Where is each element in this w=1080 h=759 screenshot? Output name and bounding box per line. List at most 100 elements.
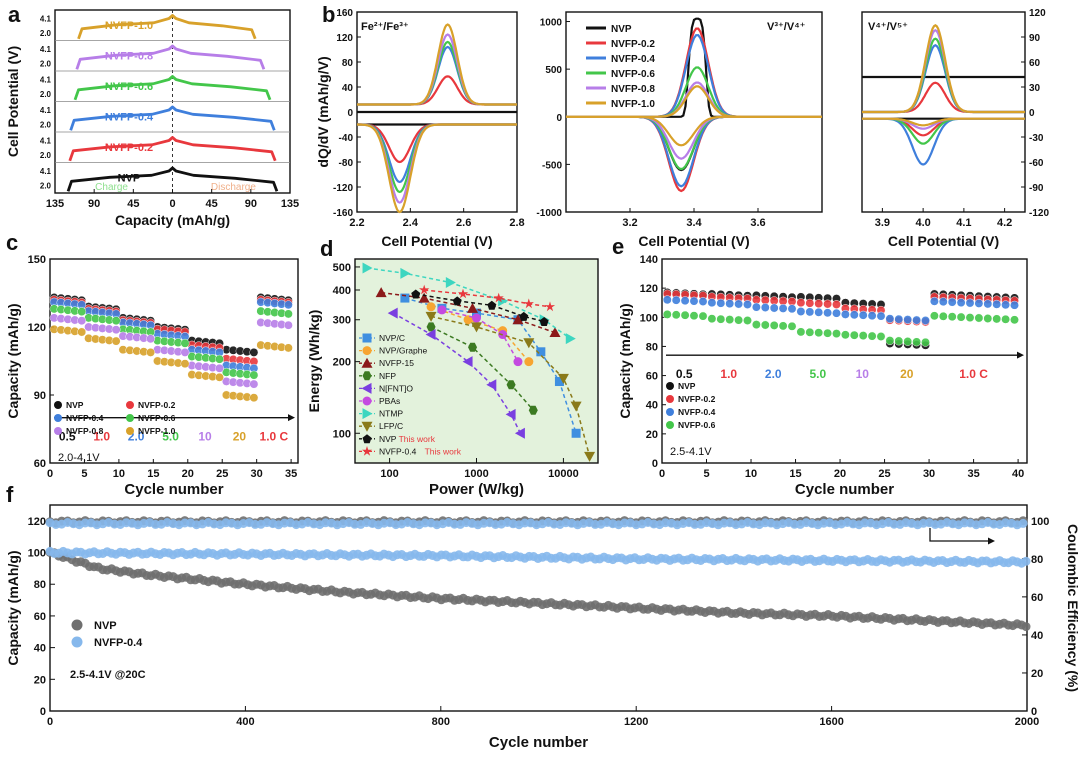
panel-b-xlabel: Cell Potential (V) (888, 233, 999, 249)
panel-d-marker (468, 342, 478, 352)
panel-f-y2tick-label: 0 (1031, 706, 1037, 718)
panel-a-curve-NVFP-0.2 (68, 136, 277, 162)
panel-b-ytick-label: 160 (336, 8, 353, 19)
panel-f-xtick-label: 1200 (624, 716, 648, 728)
panel-b-xtick-label: 3.6 (750, 217, 765, 229)
panel-b-legend-label: NVFP-0.6 (611, 69, 655, 80)
panel-b-ylabel: dQ/dV (mAh/g/V) (315, 56, 331, 167)
panel-a-series-label: NVFP-0.4 (105, 111, 154, 123)
panel-e-point-NVFP-0.6 (947, 312, 957, 322)
panel-a-ytick-label: 2.0 (40, 59, 52, 68)
panel-d-this-work-label: This work (425, 446, 462, 456)
panel-e-point-NVFP-0.6 (760, 320, 770, 330)
panel-d-marker (565, 333, 576, 345)
panel-d-ytick-label: 300 (333, 315, 351, 327)
panel-d-marker (411, 289, 421, 299)
panel-d-marker (513, 357, 523, 367)
panel-d-marker (457, 288, 469, 299)
panel-e-point-NVFP-0.6 (867, 331, 877, 341)
panel-d-xtick-label: 10000 (548, 468, 579, 480)
panel-f-arrow-head (988, 537, 995, 545)
panel-f-capacity-point-NVFP-0.4 (1021, 556, 1031, 566)
panel-b-ytick-label: 40 (342, 83, 354, 94)
panel-a-series-label: NVFP-0.8 (105, 50, 153, 62)
panel-e-point-NVFP-0.4 (734, 299, 744, 309)
panel-label-b: b (322, 2, 335, 27)
panel-e-point-NVFP-0.4 (956, 298, 966, 308)
panel-e-xlabel: Cycle number (795, 481, 894, 498)
panel-a-ytick-label: 4.1 (40, 167, 52, 176)
panel-a-series-label: NVP (118, 172, 141, 184)
panel-f-y2label: Coulombic Efficiency (%) (1065, 524, 1080, 692)
panel-c-legend-label: NVFP-0.4 (66, 413, 104, 423)
panel-d-marker (426, 302, 436, 312)
panel-a-ytick-label: 4.1 (40, 45, 52, 54)
panel-label-a: a (8, 2, 21, 27)
panel-e-legend-label: NVFP-0.4 (678, 407, 716, 417)
panel-d-series-line-NVFP-0.4 (424, 289, 551, 308)
panel-d-marker (437, 305, 447, 315)
panel-e-point-NVFP-0.6 (671, 310, 681, 320)
panel-e-rate-label: 1.0 (720, 367, 737, 381)
panel-b-curve-red-NVFP-1.0 (566, 115, 822, 147)
panel-d-marker (418, 292, 430, 303)
panel-c-point-NVP (249, 347, 259, 357)
panel-d: 100 1000 10000 100 200 300 400 500 Power (W/kg) E… (306, 258, 599, 498)
panel-b-subplot-label: Fe²⁺/Fe³⁺ (361, 21, 409, 33)
panel-e-point-NVFP-0.6 (992, 314, 1002, 324)
panel-c-point-NVFP-1.0 (180, 359, 190, 369)
panel-f-ce-point-NVFP-0.4 (1018, 518, 1028, 528)
panel-c-point-NVFP-1.0 (283, 343, 293, 353)
panel-d-marker (554, 377, 564, 387)
panel-e-point-NVFP-0.6 (751, 320, 761, 330)
panel-e-rate-label: 1.0 C (959, 367, 988, 381)
panel-e-xtick-label: 30 (923, 468, 935, 480)
panel-d-marker (549, 327, 561, 338)
panel-e-arrow-head (1017, 351, 1024, 359)
panel-f-capacity-point-NVP (1021, 622, 1031, 632)
panel-e-point-NVFP-0.6 (832, 329, 841, 339)
panel-e-legend-marker (666, 408, 674, 416)
panel-b-legend-label: NVFP-0.4 (611, 54, 655, 65)
panel-c-point-NVFP-0.6 (215, 354, 224, 364)
panel-e-point-NVFP-0.6 (698, 311, 708, 321)
panel-e-point-NVFP-0.4 (680, 296, 690, 306)
panel-d-series-line-NTMP (366, 267, 571, 340)
panel-c-legend-label: NVFP-0.2 (138, 400, 176, 410)
panel-d-legend-label: NTMP (379, 409, 403, 419)
panel-e-point-NVFP-0.2 (823, 299, 833, 309)
panel-d-legend-marker (361, 446, 373, 456)
panel-b-ytick-label: 500 (545, 65, 562, 76)
panel-d-series-line-NVP/Graphe (430, 306, 530, 363)
panel-e-point-NVFP-0.4 (974, 298, 984, 308)
panel-d-marker (467, 302, 479, 313)
panel-d-legend-label: NVP (379, 434, 397, 444)
panel-e-point-NVFP-0.2 (832, 300, 841, 309)
panel-c-ylabel: Capacity (mAh/g) (5, 303, 21, 418)
panel-e-point-NVFP-0.6 (885, 336, 895, 346)
panel-f-xtick-label: 400 (236, 716, 254, 728)
panel-b-ytick-label: 120 (1029, 8, 1046, 19)
panel-d-xtick-label: 1000 (464, 468, 488, 480)
panel-d-marker (487, 300, 497, 310)
panel-b-xtick-label: 4.1 (956, 217, 971, 229)
panel-a-xtick-label: 45 (206, 198, 218, 210)
panel-e-point-NVFP-0.4 (796, 307, 806, 316)
panel-c-legend-marker (126, 414, 134, 422)
panel-c-arrow-head (288, 414, 295, 422)
panel-b-subplot-label: V³⁺/V⁴⁺ (767, 21, 806, 33)
panel-b-curve-red-NVFP-0.4 (862, 117, 1025, 166)
panel-b-curve-ox-NVFP-1.0 (357, 23, 517, 106)
panel-label-f: f (6, 482, 14, 507)
panel-f-legend-marker (71, 619, 83, 631)
panel-b-curve-ox-NVFP-0.8 (862, 29, 1025, 114)
panel-c-xtick-label: 15 (147, 468, 159, 480)
panel-e-point-NVFP-0.4 (1010, 300, 1019, 310)
panel-d-background (355, 259, 598, 463)
panel-a-ytick-label: 2.0 (40, 181, 52, 190)
panel-e-rate-label: 0.5 (676, 367, 693, 381)
panel-d-marker (472, 308, 481, 318)
panel-f-ytick-label: 80 (34, 579, 46, 591)
